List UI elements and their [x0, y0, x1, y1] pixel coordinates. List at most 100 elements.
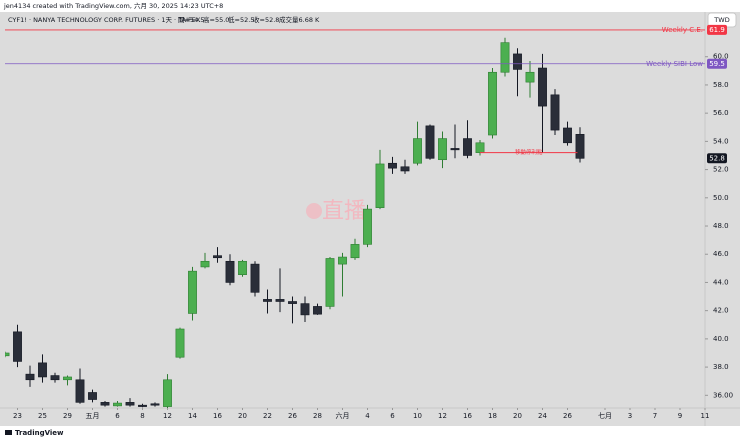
x-tick-label: 16 [463, 412, 472, 420]
level-price-tag [707, 24, 727, 35]
x-tick-label: 26 [288, 412, 297, 420]
x-tick-label: 25 [38, 412, 47, 420]
y-tick-label: 60.0 [713, 53, 729, 61]
footer: TradingView [15, 429, 64, 437]
candle-body [375, 163, 385, 208]
x-tick-label: 五月 [86, 412, 100, 420]
y-tick-label: 46.0 [713, 250, 729, 258]
candle-body [188, 270, 197, 314]
x-tick-label: 9 [678, 412, 682, 420]
candle-body [25, 373, 35, 381]
candle-body [275, 299, 285, 302]
candle-body [513, 53, 522, 70]
candle-body [138, 404, 147, 407]
candle-body [113, 402, 122, 407]
candle-body [438, 138, 447, 161]
x-tick-label: 26 [563, 412, 572, 420]
y-tick-label: 50.0 [713, 194, 729, 202]
x-tick-label: 六月 [336, 411, 350, 420]
x-tick-label: 16 [213, 412, 222, 420]
candle-body [363, 208, 372, 245]
x-tick-label: 7 [653, 412, 657, 420]
candle-body [238, 260, 247, 275]
candle-body [313, 306, 322, 315]
candle-body [338, 256, 347, 265]
ohlc-low: 低=52.5 [228, 15, 254, 24]
last-price-tag [707, 153, 727, 164]
symbol: CYF1! · NANYA TECHNOLOGY CORP. FUTURES ·… [8, 16, 201, 24]
x-tick-label: 8 [140, 412, 144, 420]
y-tick-label: 48.0 [713, 222, 729, 230]
ohlc-high: 高=55.0 [203, 15, 229, 24]
candle-body [425, 125, 435, 159]
candle-body [225, 260, 235, 283]
candle-body [488, 71, 497, 136]
candle-body [400, 166, 410, 172]
x-tick-label: 22 [263, 412, 272, 420]
x-tick-label: 七月 [598, 411, 612, 420]
candle-body [75, 379, 85, 403]
candle-body [350, 244, 360, 259]
x-tick-label: 29 [63, 412, 72, 420]
candle-body [13, 331, 22, 362]
x-tick-label: 12 [438, 412, 447, 420]
candle-body [38, 362, 47, 378]
candle-body [388, 162, 397, 169]
candle-body [288, 301, 297, 304]
candle-body [150, 403, 160, 406]
candle-body [550, 94, 560, 131]
x-tick-label: 10 [413, 412, 422, 420]
y-tick-label: 58.0 [713, 81, 729, 89]
y-tick-label: 52.0 [713, 166, 729, 174]
y-tick-label: 36.00 [713, 391, 733, 399]
candle-body [200, 260, 210, 268]
y-tick-label: 42.0 [713, 307, 729, 315]
candle-body [563, 127, 572, 144]
candle-body [463, 138, 472, 156]
ohlc-close: 收=52.8 [253, 15, 279, 24]
watermark-logo [306, 203, 322, 219]
currency[interactable]: TWD [713, 16, 729, 24]
x-tick-label: 18 [488, 412, 497, 420]
candle-body [300, 303, 310, 316]
candle-body [125, 402, 135, 406]
candle-body [413, 138, 422, 164]
candle-body [63, 376, 72, 381]
x-tick-label: 11 [701, 412, 710, 420]
level-price-tag [707, 58, 727, 69]
level-label: Weekly C.E. [662, 26, 703, 34]
candle-body [450, 148, 460, 151]
x-tick-label: 28 [313, 412, 322, 420]
y-tick-label: 40.0 [713, 335, 729, 343]
annotation-label: 移動停利點 [515, 148, 543, 156]
candle-body [575, 134, 585, 159]
x-tick-label: 12 [163, 412, 172, 420]
x-tick-label: 23 [13, 412, 22, 420]
candle-body [50, 375, 60, 381]
y-tick-label: 54.0 [713, 137, 729, 145]
watermark: 直播 [322, 199, 366, 224]
candle-body [100, 402, 110, 406]
candle-body [500, 42, 510, 73]
x-tick-label: 20 [238, 412, 247, 420]
volume: 成交量6.68 K [279, 15, 320, 24]
last-price: 52.8 [709, 154, 725, 162]
x-tick-label: 6 [115, 412, 120, 420]
candle-body [175, 328, 185, 358]
footer-logo [5, 430, 12, 435]
x-tick-label: 20 [513, 412, 522, 420]
y-tick-label: 38.0 [713, 363, 729, 371]
x-tick-label: 6 [390, 412, 395, 420]
candle-body [525, 71, 535, 83]
level-price: 59.5 [709, 60, 725, 68]
level-price: 61.9 [709, 26, 725, 34]
x-tick-label: 4 [365, 412, 370, 420]
x-tick-label: 14 [188, 412, 197, 420]
candle-body [213, 255, 222, 259]
candle-body [88, 392, 97, 400]
level-label: Weekly SIBI Low [646, 60, 703, 68]
credit: jen4134 created with TradingView.com, 六月… [3, 1, 223, 10]
candle-body [325, 258, 335, 307]
candle-body [538, 67, 547, 107]
